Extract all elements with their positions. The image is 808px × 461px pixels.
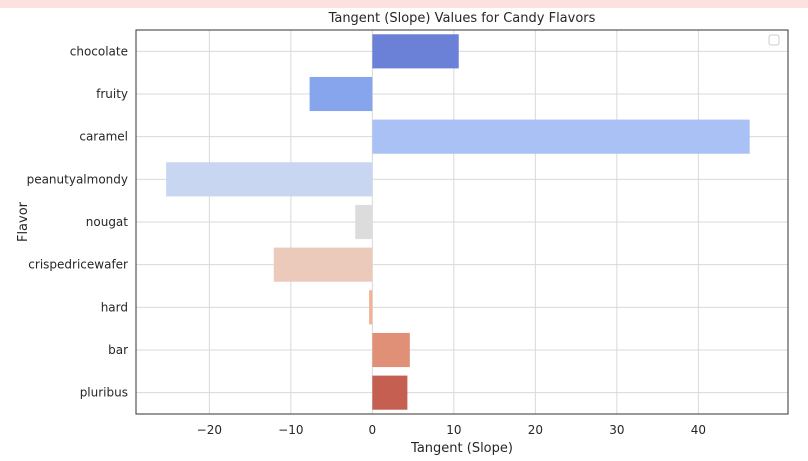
bar	[355, 204, 373, 240]
y-tick-label: crispedricewafer	[28, 258, 128, 272]
bar	[372, 332, 410, 368]
x-tick-label: 10	[446, 423, 461, 437]
x-tick-label: 40	[691, 423, 706, 437]
y-tick-label: hard	[101, 300, 128, 314]
y-tick-label: caramel	[79, 130, 128, 144]
warning-strip	[0, 0, 808, 8]
bar	[166, 162, 373, 197]
bar	[372, 119, 750, 154]
bar	[309, 76, 373, 112]
y-axis-label: Flavor	[16, 201, 31, 242]
x-ticks: −20 −10 0 10 20 30 40	[197, 423, 706, 437]
x-tick-label: −20	[197, 423, 222, 437]
bars	[166, 34, 750, 410]
grid-lines	[136, 30, 788, 414]
y-tick-label: pluribus	[80, 386, 128, 400]
chart-title: Tangent (Slope) Values for Candy Flavors	[328, 11, 596, 26]
x-tick-label: 0	[369, 423, 377, 437]
x-axis-label: Tangent (Slope)	[410, 441, 513, 456]
bar	[273, 247, 373, 282]
x-tick-label: −10	[278, 423, 303, 437]
x-tick-label: 20	[528, 423, 543, 437]
x-tick-label: 30	[609, 423, 624, 437]
y-tick-label: bar	[108, 343, 128, 357]
legend-box	[768, 34, 780, 46]
y-tick-label: peanutyalmondy	[27, 172, 128, 186]
bar	[369, 290, 373, 325]
plot-frame	[135, 29, 789, 415]
y-tick-label: chocolate	[70, 44, 128, 58]
bar	[372, 375, 408, 410]
bar	[372, 34, 459, 69]
y-tick-labels: chocolate fruity caramel peanutyalmondy noug…	[27, 44, 129, 399]
y-tick-label: nougat	[86, 215, 129, 229]
y-tick-label: fruity	[96, 87, 128, 101]
